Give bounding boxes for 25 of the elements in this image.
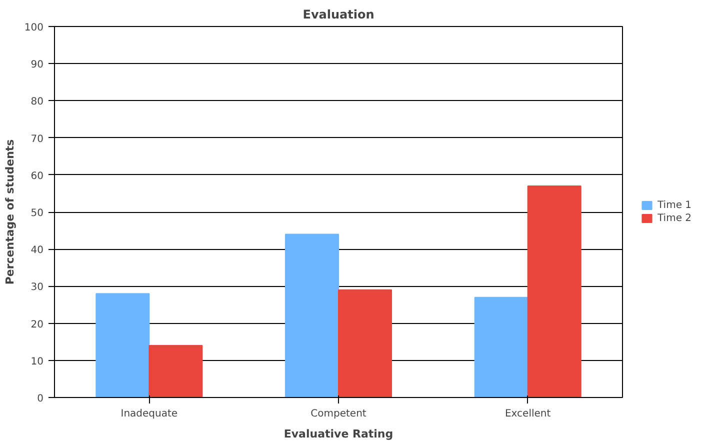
bar: [474, 296, 528, 398]
bar: [148, 345, 203, 398]
y-tick-label: 80: [30, 96, 44, 108]
y-tick-label: 0: [37, 394, 44, 404]
y-tick-label: 90: [30, 60, 44, 71]
bar: [96, 293, 150, 398]
y-tick-label: 50: [30, 208, 44, 219]
x-tick-label: Inadequate: [120, 408, 178, 420]
bar: [338, 289, 392, 398]
y-tick-label: 40: [30, 245, 44, 256]
y-tick-label: 100: [24, 22, 44, 34]
x-axis-title: Evaluative Rating: [284, 428, 394, 440]
x-tick-label: Excellent: [504, 408, 551, 420]
y-tick-label: 60: [30, 170, 44, 182]
y-tick-label: 20: [30, 319, 44, 330]
bar: [527, 186, 582, 398]
legend-label: Time 2: [657, 212, 692, 224]
y-tick-label: 10: [30, 356, 44, 368]
y-tick-label: 30: [30, 282, 44, 294]
bar: [284, 234, 339, 398]
legend-label: Time 1: [657, 200, 692, 210]
y-tick-label: 70: [30, 134, 44, 145]
y-axis-title: Percentage of students: [3, 138, 16, 285]
x-tick-label: Competent: [310, 408, 366, 420]
chart-title: Evaluation: [302, 8, 374, 22]
